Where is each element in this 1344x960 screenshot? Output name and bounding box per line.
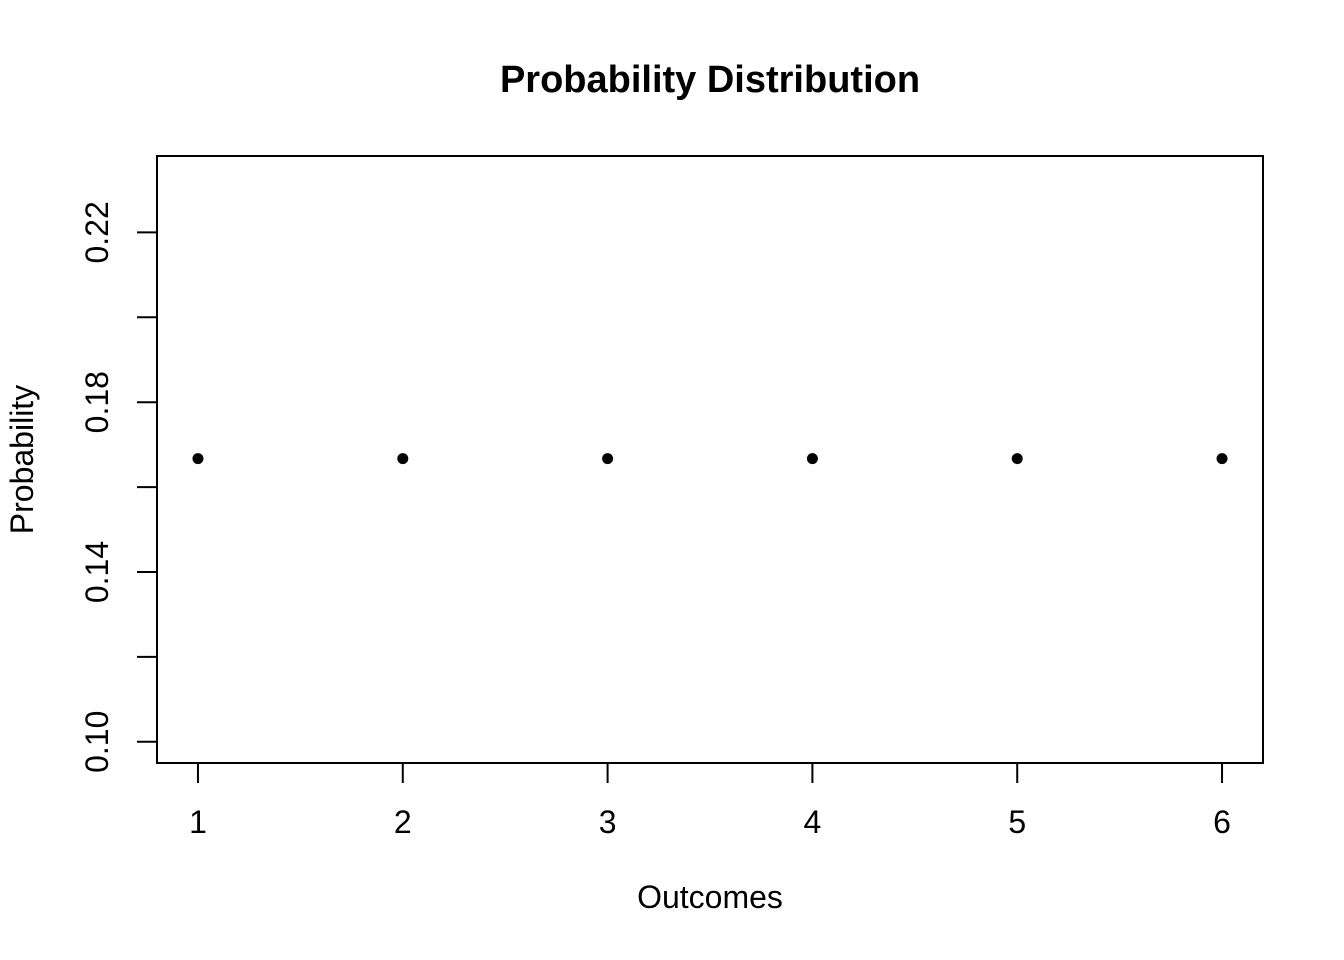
data-point — [397, 453, 409, 465]
data-point — [1216, 453, 1228, 465]
data-point — [192, 453, 204, 465]
chart-title: Probability Distribution — [500, 59, 920, 101]
plot-border — [156, 155, 1264, 764]
x-tick-label: 4 — [804, 804, 822, 840]
y-tick-label: 0.14 — [79, 541, 115, 603]
data-point — [602, 453, 614, 465]
y-tick-label: 0.10 — [79, 711, 115, 773]
y-tick-label: 0.18 — [79, 371, 115, 433]
y-tick-label: 0.22 — [79, 201, 115, 263]
x-tick-label: 1 — [189, 804, 207, 840]
data-point — [1011, 453, 1023, 465]
x-tick-label: 3 — [599, 804, 617, 840]
data-point — [806, 453, 818, 465]
y-axis-label: Probability — [4, 385, 40, 534]
x-axis-label: Outcomes — [637, 879, 783, 915]
x-tick-label: 2 — [394, 804, 412, 840]
x-tick-label: 6 — [1213, 804, 1231, 840]
x-tick-label: 5 — [1008, 804, 1026, 840]
